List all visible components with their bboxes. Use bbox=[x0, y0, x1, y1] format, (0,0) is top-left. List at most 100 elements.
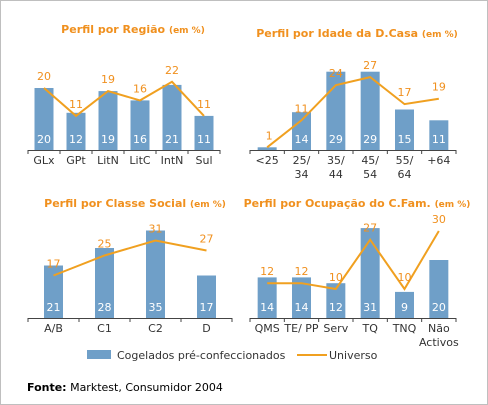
panel-2: Perfil por Idade da D.Casa (em %) 1 14 29 29… bbox=[249, 27, 458, 181]
bar-value-label: 20 bbox=[37, 133, 51, 146]
bar-value-label: 21 bbox=[165, 133, 179, 146]
bar bbox=[395, 291, 414, 318]
line-value-label: 1 bbox=[266, 129, 273, 142]
bar bbox=[130, 100, 150, 150]
source-label: Fonte: bbox=[27, 381, 67, 394]
category-label-line: Serv bbox=[323, 322, 348, 335]
series-line-universo bbox=[267, 230, 440, 291]
line-value-label: 27 bbox=[200, 233, 214, 246]
bar-value-label: 29 bbox=[329, 133, 343, 146]
category-label-line: Activos bbox=[419, 336, 459, 349]
line-value-label: 19 bbox=[101, 73, 115, 86]
category-label: Sul bbox=[195, 154, 212, 167]
legend: Cogelados pré-confeccionados Universo bbox=[87, 349, 378, 362]
line-value-label: 24 bbox=[329, 67, 343, 80]
bar-value-label: 14 bbox=[295, 301, 309, 314]
line-value-label: 19 bbox=[432, 81, 446, 94]
panel-title-unit: (em %) bbox=[190, 200, 226, 210]
bar-value-label: 31 bbox=[363, 301, 377, 314]
category-label-line: +64 bbox=[427, 154, 450, 167]
category-label: LitN bbox=[97, 154, 119, 167]
bar bbox=[257, 147, 277, 150]
line-value-label: 27 bbox=[363, 59, 377, 72]
bar bbox=[395, 109, 414, 150]
bar-value-label: 11 bbox=[432, 133, 446, 146]
category-label-line: LitC bbox=[129, 154, 150, 167]
bar-value-label: 12 bbox=[69, 133, 83, 146]
category-label-line: 25/ bbox=[293, 154, 311, 167]
category-label-line: QMS bbox=[255, 322, 280, 335]
panel-title: Perfil por Classe Social (em %) bbox=[44, 197, 226, 210]
category-label-line: Sul bbox=[195, 154, 212, 167]
category-label-line: 35/ bbox=[327, 154, 345, 167]
series-line-universo bbox=[53, 239, 207, 277]
category-label-line: IntN bbox=[161, 154, 184, 167]
category-label: Não Activos bbox=[419, 322, 459, 349]
category-label: Serv bbox=[323, 322, 348, 335]
bar bbox=[66, 112, 86, 150]
line-value-label: 12 bbox=[295, 265, 309, 278]
category-label: 45/54 bbox=[361, 154, 379, 181]
line-value-label: 16 bbox=[133, 82, 147, 95]
bar bbox=[429, 120, 449, 150]
bar bbox=[429, 260, 449, 318]
category-label: D bbox=[202, 322, 210, 335]
line-value-label: 17 bbox=[47, 258, 61, 271]
category-label: TE/ PP bbox=[283, 322, 319, 335]
bar-value-label: 15 bbox=[398, 133, 412, 146]
bar-value-label: 17 bbox=[200, 301, 214, 314]
category-label-line: 34 bbox=[295, 168, 309, 181]
series-line-universo bbox=[43, 80, 205, 118]
bar bbox=[34, 88, 54, 150]
bar bbox=[162, 84, 182, 150]
bar-value-label: 28 bbox=[98, 301, 112, 314]
category-label-line: 55/ bbox=[396, 154, 414, 167]
category-label: QMS bbox=[255, 322, 280, 335]
line-value-label: 10 bbox=[398, 271, 412, 284]
line-value-label: 25 bbox=[98, 238, 112, 251]
bar-value-label: 16 bbox=[133, 133, 147, 146]
line-value-label: 11 bbox=[295, 102, 309, 115]
line-value-label: 11 bbox=[197, 98, 211, 111]
series-line-universo bbox=[266, 76, 439, 149]
line-value-label: 10 bbox=[329, 271, 343, 284]
panel-title-text: Perfil por Idade da D.Casa bbox=[256, 27, 422, 40]
bar-value-label: 11 bbox=[197, 133, 211, 146]
category-label-line: 54 bbox=[363, 168, 377, 181]
bar bbox=[257, 277, 277, 318]
category-label: GPt bbox=[66, 154, 86, 167]
line-value-label: 20 bbox=[37, 70, 51, 83]
category-label: 25/34 bbox=[293, 154, 311, 181]
line-value-label: 17 bbox=[398, 86, 412, 99]
bar bbox=[326, 283, 346, 318]
category-label-line: GPt bbox=[66, 154, 86, 167]
panel-title-text: Perfil por Região bbox=[61, 23, 169, 36]
category-label-line: LitN bbox=[97, 154, 119, 167]
panel-4: Perfil por Ocupação do C.Fam. (em %) 14 14… bbox=[244, 197, 471, 349]
bar-value-label: 29 bbox=[363, 133, 377, 146]
line-value-label: 11 bbox=[69, 98, 83, 111]
panel-title-unit: (em %) bbox=[169, 26, 205, 36]
category-label: IntN bbox=[161, 154, 184, 167]
bar-value-label: 14 bbox=[295, 133, 309, 146]
bar bbox=[95, 248, 114, 318]
category-label-line: C1 bbox=[97, 322, 112, 335]
panel-title: Perfil por Ocupação do C.Fam. (em %) bbox=[244, 197, 471, 210]
panel-title: Perfil por Idade da D.Casa (em %) bbox=[256, 27, 458, 40]
panel-title-text: Perfil por Ocupação do C.Fam. bbox=[244, 197, 435, 210]
category-label-line: GLx bbox=[33, 154, 55, 167]
panel-title-unit: (em %) bbox=[435, 200, 471, 210]
line-value-label: 31 bbox=[149, 223, 163, 236]
category-label: TQ bbox=[361, 322, 378, 335]
bar-value-label: 21 bbox=[47, 301, 61, 314]
line-value-label: 12 bbox=[260, 265, 274, 278]
category-label: GLx bbox=[33, 154, 55, 167]
bar-value-label: 14 bbox=[260, 301, 274, 314]
bar bbox=[292, 112, 311, 150]
panel-3: Perfil por Classe Social (em %) 21 28 35 17 1… bbox=[27, 197, 233, 335]
bar bbox=[98, 91, 118, 150]
panel-title-text: Perfil por Classe Social bbox=[44, 197, 190, 210]
